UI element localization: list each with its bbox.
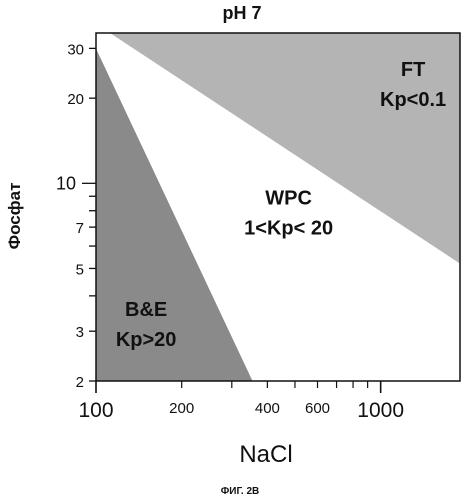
y-axis-label: Фосфат: [5, 183, 24, 250]
y-axis: 2 3 5 7 10 20 30: [56, 41, 96, 391]
x-tick-label: 100: [78, 399, 113, 422]
region-label-0-1: Kp>20: [116, 329, 177, 351]
region-label-2-1: Kp<0.1: [380, 89, 446, 111]
x-axis-label: NaCl: [239, 441, 292, 468]
region-label-1-0: WPC: [265, 188, 312, 210]
y-tick-label: 2: [76, 374, 84, 391]
y-tick-label: 3: [76, 324, 84, 341]
x-tick-label: 1000: [357, 399, 404, 422]
y-tick-label: 7: [76, 220, 84, 237]
x-tick-label: 400: [255, 400, 280, 417]
region-label-2-0: FT: [401, 59, 425, 81]
x-tick-label: 600: [305, 400, 330, 417]
figure-caption: ФИГ. 2В: [221, 486, 259, 497]
region-label-0-0: B&E: [125, 299, 167, 321]
x-axis: 100 1000 200 400 600: [78, 381, 404, 422]
chart-title: pH 7: [222, 3, 261, 23]
region-label-1-1: 1<Kp< 20: [244, 218, 333, 240]
x-tick-label: 200: [169, 400, 194, 417]
y-tick-label: 20: [67, 91, 84, 108]
y-tick-label: 10: [56, 173, 76, 193]
y-tick-label: 30: [67, 41, 84, 58]
y-tick-label: 5: [76, 261, 84, 278]
